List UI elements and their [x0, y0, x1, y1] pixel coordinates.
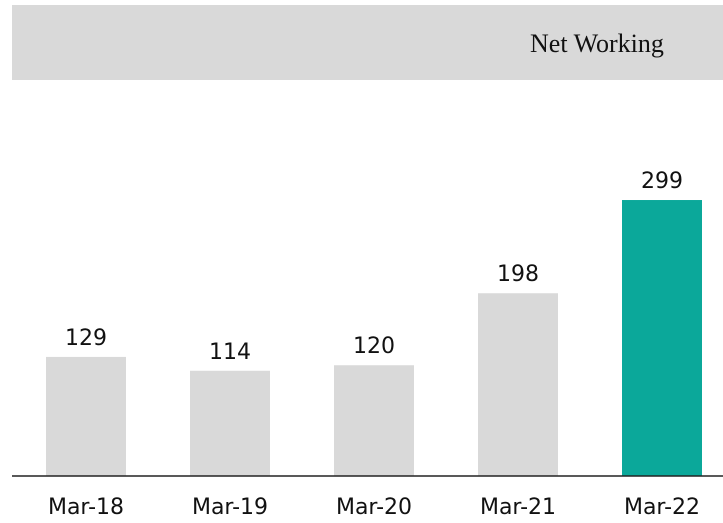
bar	[478, 293, 558, 476]
value-label: 120	[353, 334, 395, 359]
value-label: 129	[65, 326, 107, 351]
x-tick-label: Mar-20	[336, 495, 412, 520]
value-label: 198	[497, 262, 539, 287]
value-label: 299	[641, 169, 683, 194]
x-tick-label: Mar-22	[624, 495, 700, 520]
title-band	[12, 5, 723, 80]
x-tick-label: Mar-21	[480, 495, 556, 520]
bar	[622, 200, 702, 476]
x-tick-label: Mar-18	[48, 495, 124, 520]
value-label: 114	[209, 340, 251, 365]
bar	[46, 356, 126, 476]
bar	[190, 370, 270, 476]
bar	[334, 365, 414, 476]
chart-title: Net Working	[530, 29, 664, 58]
x-tick-label: Mar-19	[192, 495, 268, 520]
